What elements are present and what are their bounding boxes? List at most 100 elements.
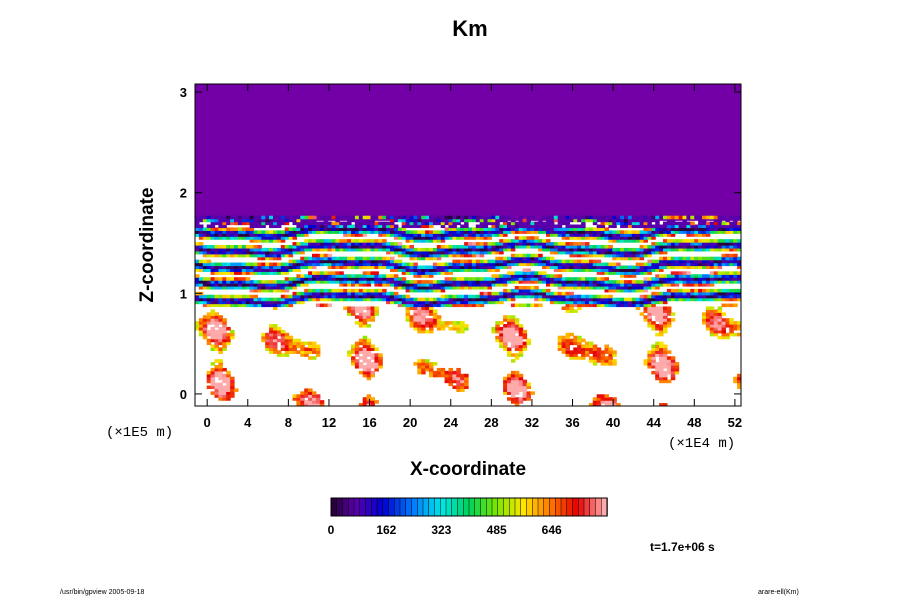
heatmap-cell [729, 277, 734, 281]
heatmap-cell [663, 329, 668, 334]
heatmap-cell [366, 247, 372, 252]
heatmap-cell [507, 338, 512, 343]
heatmap-cell [702, 283, 707, 287]
heatmap-cell [491, 247, 496, 252]
heatmap-cell [686, 230, 691, 234]
heatmap-cell [261, 233, 266, 237]
heatmap-cell [585, 277, 590, 281]
heatmap-cell [401, 218, 407, 223]
heatmap-cell [206, 312, 212, 316]
heatmap-cell [549, 221, 555, 226]
heatmap-cell [374, 306, 379, 310]
heatmap-cell [670, 259, 676, 264]
heatmap-cell [655, 373, 660, 378]
heatmap-cell [663, 221, 668, 226]
heatmap-cell [374, 353, 379, 357]
heatmap-cell [491, 230, 496, 234]
heatmap-cell [425, 362, 430, 366]
heatmap-cell [323, 259, 329, 264]
heatmap-cell [436, 256, 442, 261]
heatmap-cell [218, 236, 223, 240]
heatmap-cell [417, 324, 422, 328]
heatmap-cell [694, 247, 699, 252]
heatmap-cell [444, 379, 450, 384]
heatmap-cell [378, 265, 383, 270]
heatmap-cell [460, 250, 465, 255]
heatmap-cell [522, 391, 528, 395]
heatmap-cell [647, 268, 652, 272]
heatmap-cell [417, 288, 422, 293]
heatmap-cell [390, 230, 395, 234]
heatmap-cell [425, 247, 430, 252]
heatmap-cell [292, 247, 297, 252]
heatmap-cell [592, 353, 598, 357]
heatmap-cell [647, 300, 652, 305]
heatmap-cell [276, 332, 282, 337]
heatmap-cell [261, 300, 266, 305]
heatmap-cell [663, 239, 668, 243]
colorbar-swatch [365, 497, 372, 517]
heatmap-cell [678, 227, 684, 231]
heatmap-cell [261, 262, 266, 267]
heatmap-cell [241, 247, 247, 252]
heatmap-cell [479, 247, 485, 252]
heatmap-cell [510, 385, 516, 390]
heatmap-cell [464, 218, 469, 223]
heatmap-cell [444, 294, 450, 299]
heatmap-cell [557, 300, 563, 305]
heatmap-cell [592, 247, 598, 252]
heatmap-cell [709, 306, 715, 310]
heatmap-cell [631, 274, 637, 278]
heatmap-cell [694, 239, 699, 243]
heatmap-cell [202, 245, 208, 249]
heatmap-cell [721, 274, 726, 278]
heatmap-cell [526, 262, 531, 267]
heatmap-cell [261, 253, 266, 258]
heatmap-cell [409, 224, 414, 229]
heatmap-cell [335, 274, 340, 278]
heatmap-cell [483, 268, 489, 272]
heatmap-cell [549, 283, 555, 287]
heatmap-cell [421, 271, 426, 275]
heatmap-cell [300, 403, 305, 406]
heatmap-cell [663, 247, 668, 252]
heatmap-cell [643, 262, 648, 267]
heatmap-cell [522, 224, 528, 229]
heatmap-cell [686, 224, 691, 229]
heatmap-cell [206, 379, 212, 384]
heatmap-cell [300, 353, 305, 357]
heatmap-cell [659, 326, 664, 331]
heatmap-cell [378, 256, 383, 261]
heatmap-cell [733, 215, 738, 220]
heatmap-cell [666, 256, 672, 261]
heatmap-cell [729, 242, 734, 246]
heatmap-cell [366, 245, 372, 249]
heatmap-cell [690, 274, 695, 278]
heatmap-cell [725, 332, 730, 337]
heatmap-cell [413, 233, 418, 237]
heatmap-cell [460, 321, 465, 325]
heatmap-cell [413, 239, 418, 243]
heatmap-cell [234, 268, 239, 272]
heatmap-cell [273, 338, 278, 343]
heatmap-cell [276, 353, 282, 357]
heatmap-cell [557, 341, 563, 346]
heatmap-cell [468, 215, 473, 220]
heatmap-cell [280, 218, 286, 223]
heatmap-cell [284, 303, 290, 308]
heatmap-cell [390, 277, 395, 281]
heatmap-cell [218, 373, 223, 378]
heatmap-cell [425, 303, 430, 308]
heatmap-cell [440, 215, 446, 220]
heatmap-cell [366, 291, 372, 296]
heatmap-cell [425, 215, 430, 220]
heatmap-cell [218, 262, 223, 267]
heatmap-cell [300, 274, 305, 278]
heatmap-cell [709, 326, 715, 331]
heatmap-cell [717, 297, 723, 302]
heatmap-cell [362, 338, 368, 343]
heatmap-cell [717, 280, 723, 284]
colorbar-swatch [566, 497, 574, 517]
heatmap-cell [339, 274, 344, 278]
heatmap-cell [549, 250, 555, 255]
